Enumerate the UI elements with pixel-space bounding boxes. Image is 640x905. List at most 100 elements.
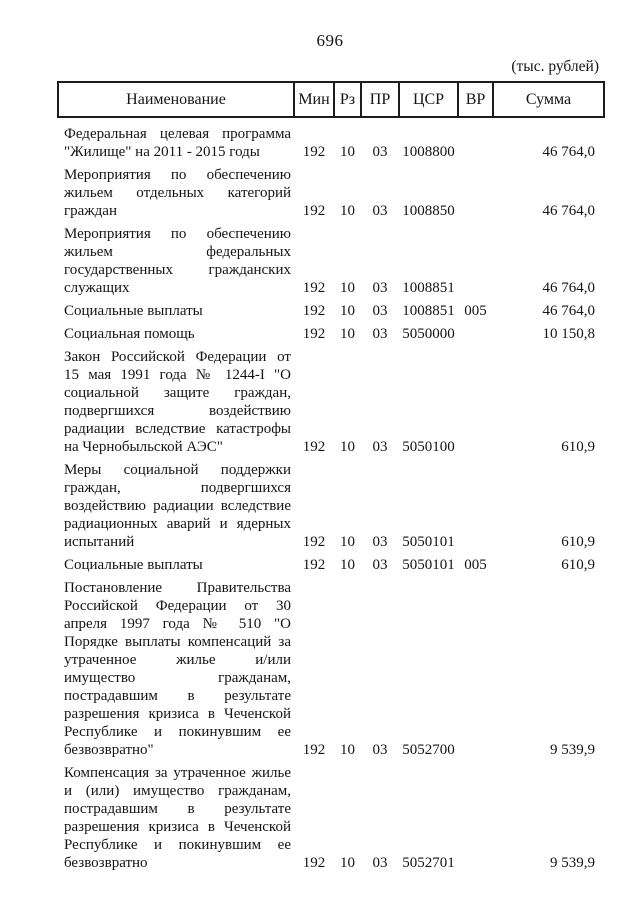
rz-cell: 10 — [340, 439, 355, 455]
name-line: Социальные выплаты — [64, 557, 203, 573]
sum-cell: 46 764,0 — [542, 144, 596, 160]
name-line: Республике и покинувшим ее — [64, 837, 291, 853]
csr-cell: 5050000 — [402, 326, 455, 342]
rz-cell: 10 — [340, 534, 355, 550]
name-cell: Социальная помощь — [58, 320, 294, 343]
table-header: Наименование Мин Рз ПР ЦСР ВР Сумма — [57, 81, 605, 118]
vr-cell: 005 — [464, 557, 487, 573]
name-line: разрешения кризиса в Чеченской — [64, 706, 291, 722]
rz-cell: 10 — [340, 557, 355, 573]
name-cell: Постановление Правительства Российской Фе… — [58, 574, 294, 759]
name-line: и (или) имущество гражданам, — [64, 783, 291, 799]
pr-cell: 03 — [372, 534, 388, 550]
pr-cell: 03 — [372, 203, 388, 219]
col-header-min: Мин — [293, 81, 335, 118]
name-line: Мероприятия по обеспечению — [64, 167, 291, 183]
name-line: радиационных аварий и ядерных — [64, 516, 291, 532]
rz-cell: 10 — [340, 303, 355, 319]
vr-cell: 005 — [464, 303, 487, 319]
table-row: Социальная помощь 192 10 03 5050000 10 1… — [58, 320, 604, 343]
vr-cell — [458, 320, 493, 343]
csr-cell: 5050100 — [402, 439, 455, 455]
name-line: 15 мая 1991 года № 1244-I "О — [64, 367, 291, 383]
pr-cell: 03 — [372, 144, 388, 160]
vr-cell — [458, 574, 493, 759]
table-row: Закон Российской Федерации от 15 мая 1991… — [58, 343, 604, 456]
name-line: государственных гражданских — [64, 262, 291, 278]
name-cell: Закон Российской Федерации от 15 мая 1991… — [58, 343, 294, 456]
min-cell: 192 — [302, 557, 326, 573]
table-row: Мероприятия по обеспечению жильем федерал… — [58, 220, 604, 297]
name-cell: Мероприятия по обеспечению жильем федерал… — [58, 220, 294, 297]
min-cell: 192 — [302, 280, 326, 296]
sum-cell: 610,9 — [561, 439, 595, 455]
name-line: граждан — [64, 203, 117, 219]
name-cell: Социальные выплаты — [58, 297, 294, 320]
csr-cell: 1008851 — [402, 303, 455, 319]
name-line: граждан, подвергшихся — [64, 480, 291, 496]
name-line: Социальная помощь — [64, 326, 195, 342]
page-number: 696 — [316, 31, 344, 50]
name-line: испытаний — [64, 534, 135, 550]
name-line: социальной защите граждан, — [64, 385, 291, 401]
name-line: безвозвратно" — [64, 742, 154, 758]
sum-cell: 10 150,8 — [542, 326, 596, 342]
name-line: "Жилище" на 2011 - 2015 годы — [64, 144, 260, 160]
name-line: на Чернобыльской АЭС" — [64, 439, 223, 455]
vr-cell — [458, 456, 493, 551]
rz-cell: 10 — [340, 855, 355, 871]
table-row: Мероприятия по обеспечению жильем отдельн… — [58, 161, 604, 220]
name-line: Закон Российской Федерации от — [64, 349, 291, 365]
csr-cell: 5050101 — [402, 557, 455, 573]
min-cell: 192 — [302, 534, 326, 550]
name-line: воздействию радиации вследствие — [64, 498, 291, 514]
sum-cell: 46 764,0 — [542, 203, 596, 219]
table-row: Федеральная целевая программа "Жилище" на… — [58, 117, 604, 161]
units-note: (тыс. рублей) — [511, 58, 599, 75]
name-line: жильем отдельных категорий — [64, 185, 291, 201]
min-cell: 192 — [302, 203, 326, 219]
csr-cell: 1008800 — [402, 144, 455, 160]
csr-cell: 1008851 — [402, 280, 455, 296]
name-line: Российской Федерации от 30 — [64, 598, 291, 614]
min-cell: 192 — [302, 742, 326, 758]
name-line: разрешения кризиса в Чеченской — [64, 819, 291, 835]
csr-cell: 1008850 — [402, 203, 455, 219]
name-line: служащих — [64, 280, 130, 296]
name-line: пострадавшим в результате — [64, 801, 291, 817]
col-header-name: Наименование — [57, 81, 295, 118]
name-line: апреля 1997 года № 510 "О — [64, 616, 291, 632]
table-row: Постановление Правительства Российской Фе… — [58, 574, 604, 759]
table-row: Социальные выплаты 192 10 03 1008851 005… — [58, 297, 604, 320]
min-cell: 192 — [302, 144, 326, 160]
name-line: Мероприятия по обеспечению — [64, 226, 291, 242]
min-cell: 192 — [302, 326, 326, 342]
pr-cell: 03 — [372, 303, 388, 319]
name-line: пострадавшим в результате — [64, 688, 291, 704]
csr-cell: 5050101 — [402, 534, 455, 550]
sum-cell: 610,9 — [561, 557, 595, 573]
pr-cell: 03 — [372, 742, 388, 758]
name-line: имущество гражданам, — [64, 670, 291, 686]
col-header-csr: ЦСР — [398, 81, 459, 118]
min-cell: 192 — [302, 855, 326, 871]
name-cell: Компенсация за утраченное жилье и (или) и… — [58, 759, 294, 872]
name-line: Федеральная целевая программа — [64, 126, 291, 142]
vr-cell — [458, 117, 493, 161]
name-line: Социальные выплаты — [64, 303, 203, 319]
vr-cell — [458, 343, 493, 456]
min-cell: 192 — [302, 303, 326, 319]
pr-cell: 03 — [372, 855, 388, 871]
min-cell: 192 — [302, 439, 326, 455]
table-row: Социальные выплаты 192 10 03 5050101 005… — [58, 551, 604, 574]
name-line: Компенсация за утраченное жилье — [64, 765, 291, 781]
name-line: подвергшихся воздействию — [64, 403, 291, 419]
sum-cell: 9 539,9 — [550, 742, 595, 758]
csr-cell: 5052701 — [402, 855, 455, 871]
name-line: жильем федеральных — [64, 244, 291, 260]
col-header-pr: ПР — [360, 81, 400, 118]
name-cell: Социальные выплаты — [58, 551, 294, 574]
sum-cell: 610,9 — [561, 534, 595, 550]
col-header-vr: ВР — [457, 81, 494, 118]
rz-cell: 10 — [340, 144, 355, 160]
